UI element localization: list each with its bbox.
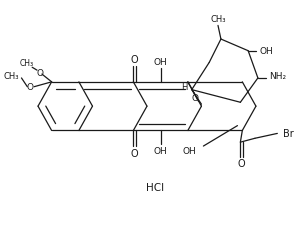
Text: OH: OH xyxy=(154,58,167,67)
Text: OH: OH xyxy=(154,147,167,156)
Text: CH₃: CH₃ xyxy=(19,59,34,68)
Text: O: O xyxy=(191,94,198,102)
Text: O: O xyxy=(37,68,44,77)
Text: H: H xyxy=(181,83,187,92)
Text: O: O xyxy=(131,55,138,65)
Text: O: O xyxy=(238,158,245,168)
Text: CH₃: CH₃ xyxy=(210,15,226,24)
Text: Br: Br xyxy=(283,129,294,139)
Text: CH₃: CH₃ xyxy=(3,71,19,80)
Text: NH₂: NH₂ xyxy=(270,71,287,80)
Text: HCl: HCl xyxy=(146,182,164,192)
Text: OH: OH xyxy=(183,147,197,156)
Text: O: O xyxy=(27,83,34,92)
Text: O: O xyxy=(131,148,138,158)
Text: OH: OH xyxy=(260,47,274,56)
